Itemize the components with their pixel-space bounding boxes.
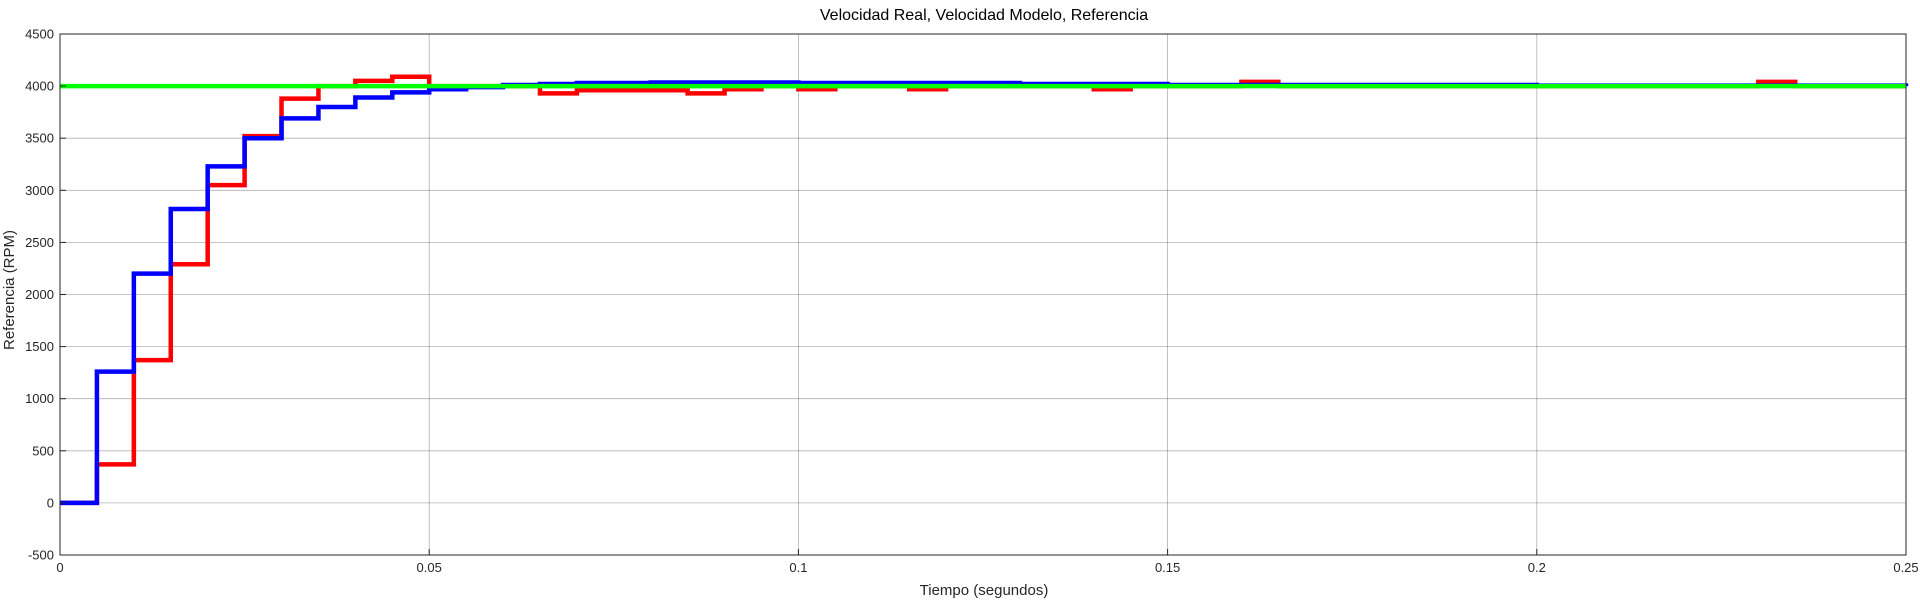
x-tick-label: 0.25 (1893, 560, 1918, 575)
y-tick-label: 1500 (25, 339, 54, 354)
series-layer (60, 74, 1909, 506)
grid (59, 33, 1907, 556)
red-series-line (60, 74, 1906, 506)
y-axis-title: Referencia (RPM) (1, 230, 18, 350)
y-tick-label: 2000 (25, 287, 54, 302)
x-tick-label: 0.05 (417, 560, 442, 575)
y-tick-label: 500 (32, 443, 54, 458)
x-ticks: 0 0.05 0.1 0.15 0.2 0.25 (56, 549, 1919, 575)
blue-series-line (60, 80, 1909, 506)
x-tick-label: 0 (56, 560, 63, 575)
y-tick-label: 1000 (25, 391, 54, 406)
y-tick-label: 0 (47, 495, 54, 510)
x-tick-label: 0.2 (1528, 560, 1546, 575)
x-tick-label: 0.1 (789, 560, 807, 575)
y-tick-label: 4500 (25, 27, 54, 42)
y-tick-label: 3000 (25, 183, 54, 198)
y-tick-label: 4000 (25, 79, 54, 94)
y-tick-label: 2500 (25, 235, 54, 250)
y-tick-label: -500 (28, 548, 54, 563)
y-tick-label: 3500 (25, 131, 54, 146)
x-tick-label: 0.15 (1155, 560, 1180, 575)
chart-title: Velocidad Real, Velocidad Modelo, Refere… (820, 7, 1148, 24)
x-axis-title: Tiempo (segundos) (920, 582, 1049, 599)
y-ticks: -500 0 500 1000 1500 2000 2500 3000 3500 4000 4500 (25, 27, 66, 563)
